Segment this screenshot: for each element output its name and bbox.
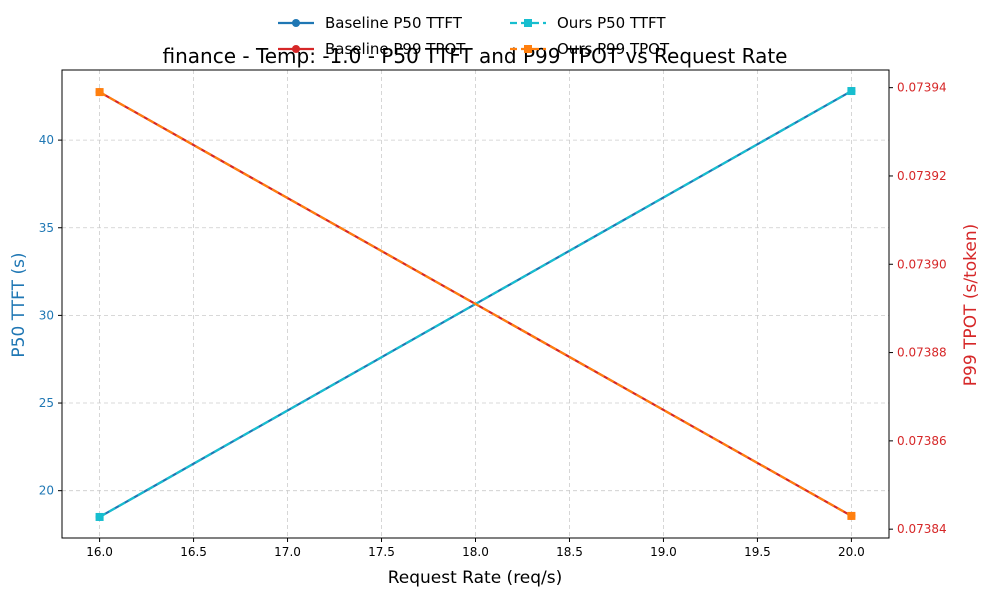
x-tick-label: 19.0	[650, 545, 677, 559]
legend-label: Ours P99 TPOT	[557, 40, 670, 58]
grid	[62, 70, 889, 538]
x-tick-label: 18.0	[462, 545, 489, 559]
x-tick-label: 17.5	[368, 545, 395, 559]
data-point	[847, 511, 856, 520]
x-tick-label: 16.0	[86, 545, 113, 559]
legend-marker	[524, 19, 532, 27]
x-axis-title: Request Rate (req/s)	[388, 568, 563, 588]
right-y-tick-label: 0.07384	[897, 522, 947, 536]
x-tick-label: 18.5	[556, 545, 583, 559]
right-y-tick-label: 0.07394	[897, 81, 947, 95]
legend-label: Baseline P99 TPOT	[325, 40, 466, 58]
right-y-tick-label: 0.07386	[897, 434, 947, 448]
right-y-axis-ticks: 0.07384 0.07386 0.07388 0.07390 0.07392 0.073…	[889, 81, 947, 536]
left-y-axis-ticks: 20 25 30 35 40	[39, 133, 62, 498]
data-point	[95, 88, 104, 97]
legend: Baseline P50 TTFT Ours P50 TTFT Baseline P…	[278, 14, 670, 58]
left-y-tick-label: 40	[39, 133, 54, 147]
left-y-tick-label: 25	[39, 396, 54, 410]
left-y-tick-label: 35	[39, 221, 54, 235]
series-line	[99, 91, 852, 517]
legend-marker	[292, 19, 300, 27]
x-tick-label: 19.5	[744, 545, 771, 559]
left-y-tick-label: 20	[39, 484, 54, 498]
series-layer	[95, 87, 856, 521]
left-y-axis-title: P50 TTFT (s)	[9, 252, 29, 357]
x-tick-label: 20.0	[838, 545, 865, 559]
right-y-axis-title: P99 TPOT (s/token)	[961, 224, 981, 386]
legend-marker	[524, 45, 532, 53]
x-tick-label: 16.5	[180, 545, 207, 559]
left-y-tick-label: 30	[39, 308, 54, 322]
right-y-tick-label: 0.07390	[897, 257, 947, 271]
right-y-tick-label: 0.07388	[897, 346, 947, 360]
legend-label: Ours P50 TTFT	[557, 14, 666, 32]
chart-title: finance - Temp: -1.0 - P50 TTFT and P99 …	[163, 44, 788, 68]
legend-marker	[292, 45, 300, 53]
x-axis-ticks: 16.0 16.5 17.0 17.5 18.0 18.5 19.0 19.5 20.0	[86, 538, 865, 559]
data-point	[847, 87, 856, 96]
legend-label: Baseline P50 TTFT	[325, 14, 463, 32]
right-y-tick-label: 0.07392	[897, 169, 947, 183]
data-point	[95, 512, 104, 521]
x-tick-label: 17.0	[274, 545, 301, 559]
